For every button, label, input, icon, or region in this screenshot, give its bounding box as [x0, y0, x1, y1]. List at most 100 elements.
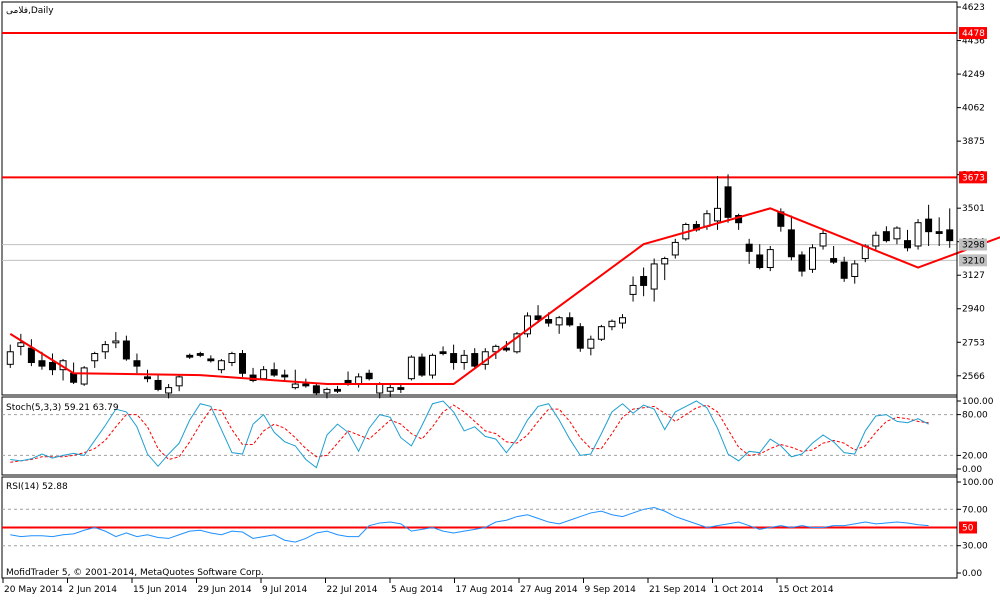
- symbol-title: فلامی,Daily: [6, 6, 54, 16]
- stoch-tick-label: 80.00: [962, 411, 988, 421]
- price-tick-label: 2566: [962, 372, 985, 382]
- bear-candle: [756, 254, 764, 269]
- bull-candle: [323, 388, 331, 394]
- bear-candle: [397, 387, 405, 390]
- bull-candle: [914, 222, 922, 247]
- level-badge-3210: [959, 254, 987, 267]
- stoch-panel[interactable]: [1, 396, 958, 476]
- bull-candle: [703, 213, 711, 227]
- bear-candle: [154, 379, 162, 390]
- bear-candle: [196, 353, 204, 356]
- price-tick-label: 2753: [962, 338, 985, 348]
- bull-candle: [260, 369, 268, 380]
- bear-candle: [745, 243, 753, 252]
- date-tick-label: 15 Oct 2014: [778, 585, 834, 595]
- date-tick-label: 2 Jun 2014: [69, 585, 118, 595]
- bull-candle: [629, 284, 637, 295]
- bull-candle: [165, 387, 173, 394]
- bull-candle: [619, 317, 626, 324]
- stoch-label: Stoch(5,3,3) 59.21 63.79: [6, 403, 119, 413]
- date-tick-label: 17 Aug 2014: [456, 585, 514, 595]
- rsi-level-badge: [959, 521, 977, 534]
- date-tick-label: 5 Aug 2014: [391, 585, 443, 595]
- bear-candle: [640, 275, 648, 286]
- rsi-tick-label: 0.00: [962, 569, 982, 579]
- rsi-tick-label: 30.00: [962, 542, 988, 552]
- stoch-tick-label: 100.00: [962, 397, 994, 407]
- bear-candle: [935, 231, 943, 234]
- date-tick-label: 29 Jun 2014: [198, 585, 252, 595]
- bull-candle: [386, 387, 394, 392]
- bear-candle: [144, 376, 151, 380]
- bull-candle: [17, 342, 25, 347]
- bear-candle: [49, 362, 56, 371]
- rsi-line: [10, 506, 929, 543]
- rsi-label: RSI(14) 52.88: [6, 482, 68, 492]
- date-tick-label: 22 Jul 2014: [327, 585, 378, 595]
- bull-candle: [91, 353, 99, 362]
- date-tick-label: 9 Sep 2014: [585, 585, 637, 595]
- bull-candle: [671, 241, 679, 256]
- bear-candle: [239, 353, 246, 374]
- bull-candle: [228, 353, 236, 364]
- stoch-signal-line: [10, 404, 929, 463]
- bull-candle: [893, 227, 901, 240]
- bear-candle: [122, 340, 130, 360]
- bull-candle: [809, 247, 816, 270]
- rsi-level-badge-label: 50: [962, 524, 974, 534]
- bull-candle: [872, 234, 880, 247]
- bear-candle: [502, 347, 510, 351]
- stoch-tick-label: 20.00: [962, 451, 988, 461]
- price-tick-label: 4623: [962, 3, 985, 13]
- bear-candle: [418, 356, 426, 376]
- bear-candle: [724, 186, 732, 218]
- date-tick-label: 27 Aug 2014: [520, 585, 578, 595]
- bull-candle: [608, 320, 616, 328]
- price-tick-label: 3127: [962, 271, 985, 281]
- level-badge-label: 3210: [962, 256, 985, 266]
- price-panel[interactable]: [1, 1, 958, 396]
- bear-candle: [798, 254, 806, 272]
- bull-candle: [376, 383, 384, 394]
- bear-candle: [840, 261, 848, 279]
- bear-candle: [946, 229, 954, 242]
- level-badge-4478: [959, 27, 987, 40]
- bear-candle: [70, 372, 78, 383]
- price-tick-label: 4062: [962, 104, 985, 114]
- level-badge-label: 3298: [962, 241, 985, 251]
- bull-candle: [80, 367, 88, 385]
- bear-candle: [270, 369, 278, 376]
- bear-candle: [38, 360, 46, 367]
- bull-candle: [597, 326, 605, 340]
- bull-candle: [6, 351, 14, 365]
- bull-candle: [355, 376, 363, 385]
- date-tick-label: 9 Jul 2014: [262, 585, 307, 595]
- date-tick-label: 20 May 2014: [4, 585, 63, 595]
- bear-candle: [450, 353, 458, 364]
- bull-candle: [524, 315, 531, 335]
- bear-candle: [186, 354, 194, 358]
- bull-candle: [460, 354, 468, 364]
- level-badge-3673: [959, 171, 987, 184]
- bear-candle: [312, 385, 320, 394]
- price-tick-label: 2940: [962, 305, 985, 315]
- rsi-tick-label: 70.00: [962, 505, 988, 515]
- bull-candle: [766, 249, 774, 269]
- bull-candle: [513, 333, 521, 353]
- bear-candle: [365, 372, 373, 380]
- bear-candle: [566, 317, 574, 326]
- price-tick-label: 4249: [962, 70, 985, 80]
- bull-candle: [112, 340, 120, 344]
- bull-candle: [555, 317, 563, 326]
- bull-candle: [101, 344, 109, 353]
- bull-candle: [714, 207, 721, 222]
- bear-candle: [545, 319, 553, 324]
- copyright-footer: MofidTrader 5, © 2001-2014, MetaQuotes S…: [6, 568, 264, 578]
- bear-candle: [925, 218, 933, 233]
- level-badge-label: 4478: [962, 29, 985, 39]
- bear-candle: [439, 351, 447, 355]
- bear-candle: [576, 326, 584, 349]
- bear-candle: [133, 360, 141, 367]
- bear-candle: [882, 231, 890, 242]
